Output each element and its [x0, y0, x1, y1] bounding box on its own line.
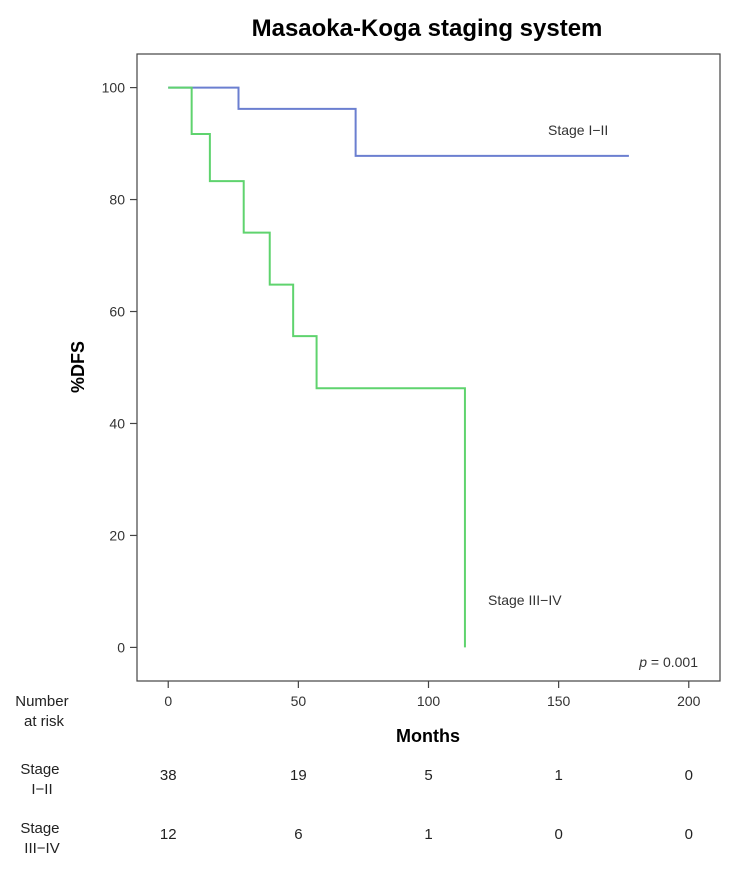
- series-line-1: [168, 86, 629, 157]
- y-axis-title: %DFS: [68, 341, 88, 393]
- x-tick-label: 200: [677, 693, 701, 709]
- risk-row-label: Stage III−IV: [20, 820, 63, 857]
- y-tick-label: 100: [102, 80, 126, 96]
- x-axis-title: Months: [396, 726, 460, 746]
- series-label-1: Stage I−II: [548, 122, 608, 138]
- risk-value: 12: [160, 826, 177, 843]
- series-line-2: [168, 86, 466, 648]
- risk-header-line-2: at risk: [24, 713, 65, 730]
- risk-header-line-1: Number: [15, 693, 68, 710]
- y-tick-label: 40: [109, 415, 125, 431]
- risk-value: 38: [160, 767, 177, 784]
- y-tick-label: 80: [109, 192, 125, 208]
- x-tick-label: 0: [164, 693, 172, 709]
- risk-value: 6: [294, 826, 302, 843]
- risk-row-2-label-line-2: III−IV: [24, 840, 59, 857]
- x-tick-label: 50: [291, 693, 307, 709]
- risk-value: 5: [424, 767, 432, 784]
- risk-table-values: 38 19 5 1 0 12 6 1 0 0: [160, 767, 693, 843]
- p-value-text: = 0.001: [647, 654, 698, 670]
- risk-value: 0: [554, 826, 562, 843]
- y-axis-ticks: 0 20 40 60 80 100: [102, 80, 137, 655]
- risk-row-1-label-line-1: Stage: [20, 761, 59, 778]
- series-label-2: Stage III−IV: [488, 592, 562, 608]
- x-tick-label: 100: [417, 693, 441, 709]
- risk-row-1-label-line-2: I−II: [31, 781, 52, 798]
- risk-table-header: Number at risk: [15, 693, 73, 730]
- p-value-symbol: p: [638, 654, 647, 670]
- risk-value: 0: [685, 826, 693, 843]
- risk-row-label: Stage I−II: [20, 761, 63, 798]
- p-value-annotation: p = 0.001: [638, 654, 698, 670]
- y-tick-label: 20: [109, 527, 125, 543]
- risk-value: 1: [554, 767, 562, 784]
- chart-title: Masaoka-Koga staging system: [252, 15, 603, 42]
- series-group: Stage I−II Stage III−IV: [168, 86, 629, 648]
- risk-value: 0: [685, 767, 693, 784]
- y-tick-label: 0: [117, 639, 125, 655]
- x-axis-ticks: 0 50 100 150 200: [164, 681, 701, 709]
- x-tick-label: 150: [547, 693, 571, 709]
- plot-frame: [136, 53, 721, 682]
- y-tick-label: 60: [109, 304, 125, 320]
- risk-row-2-label-line-1: Stage: [20, 820, 59, 837]
- risk-value: 19: [290, 767, 307, 784]
- risk-value: 1: [424, 826, 432, 843]
